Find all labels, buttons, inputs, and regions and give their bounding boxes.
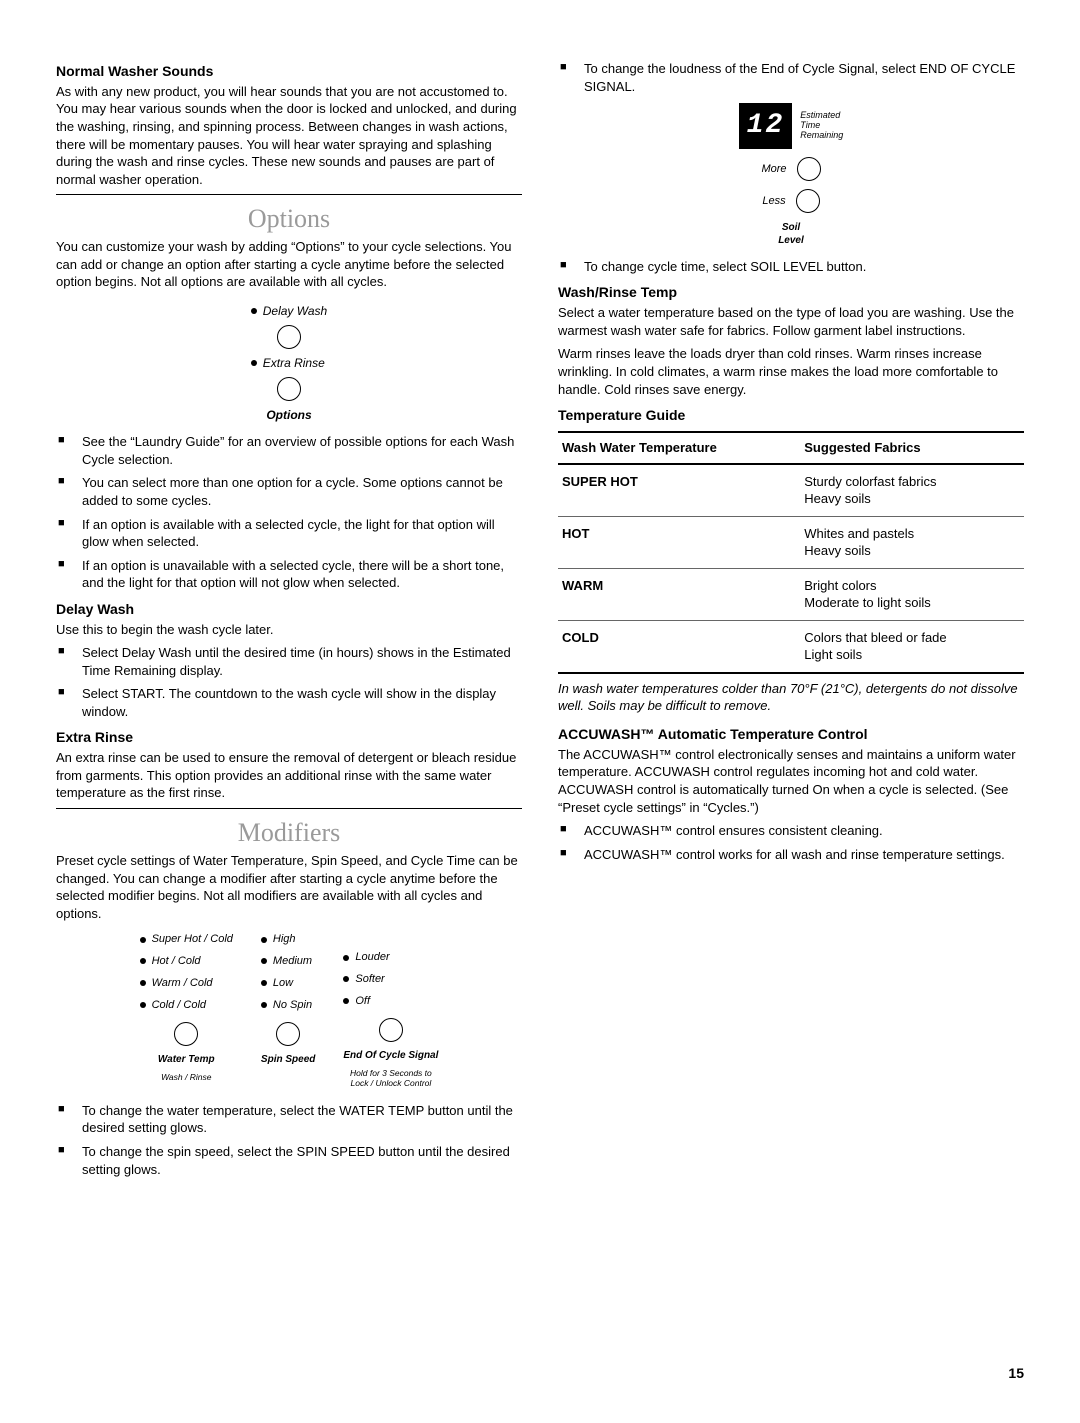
table-row: HOT Whites and pastels Heavy soils (558, 516, 1024, 568)
modifiers-diagram: Super Hot / Cold Hot / Cold Warm / Cold … (56, 932, 522, 1088)
list-item: Select Delay Wash until the desired time… (76, 644, 522, 679)
table-header: Suggested Fabrics (800, 432, 1024, 464)
page-number: 15 (56, 1364, 1024, 1383)
list-item: Select START. The countdown to the wash … (76, 685, 522, 720)
table-row: COLD Colors that bleed or fade Light soi… (558, 620, 1024, 673)
more-button-icon (797, 157, 821, 181)
water-temp-button-icon (174, 1022, 198, 1046)
accuwash-bullets: ACCUWASH™ control ensures consistent cle… (558, 822, 1024, 863)
temp-guide-heading: Temperature Guide (558, 406, 1024, 425)
list-item: You can select more than one option for … (76, 474, 522, 509)
option-row: Extra Rinse (251, 355, 325, 371)
end-of-cycle-column: Louder Softer Off End Of Cycle Signal Ho… (343, 950, 438, 1088)
spin-speed-button-icon (276, 1022, 300, 1046)
right-column: To change the loudness of the End of Cyc… (558, 54, 1024, 1184)
delay-wash-list: Select Delay Wash until the desired time… (56, 644, 522, 720)
list-item: If an option is available with a selecte… (76, 516, 522, 551)
temperature-table: Wash Water Temperature Suggested Fabrics… (558, 431, 1024, 674)
modifiers-bullet-list: To change the water temperature, select … (56, 1102, 522, 1178)
water-temp-column: Super Hot / Cold Hot / Cold Warm / Cold … (140, 932, 233, 1088)
extra-rinse-button-icon (277, 377, 301, 401)
wash-rinse-p1: Select a water temperature based on the … (558, 304, 1024, 339)
list-item: To change the loudness of the End of Cyc… (578, 60, 1024, 95)
list-item: To change the spin speed, select the SPI… (76, 1143, 522, 1178)
list-item: ACCUWASH™ control works for all wash and… (578, 846, 1024, 864)
normal-sounds-body: As with any new product, you will hear s… (56, 83, 522, 188)
less-button-icon (796, 189, 820, 213)
normal-sounds-heading: Normal Washer Sounds (56, 62, 522, 81)
accuwash-body: The ACCUWASH™ control electronically sen… (558, 746, 1024, 816)
eoc-signal-button-icon (379, 1018, 403, 1042)
divider (56, 194, 522, 195)
list-item: To change the water temperature, select … (76, 1102, 522, 1137)
wash-rinse-heading: Wash/Rinse Temp (558, 283, 1024, 302)
table-row: SUPER HOT Sturdy colorfast fabrics Heavy… (558, 464, 1024, 517)
list-item: ACCUWASH™ control ensures consistent cle… (578, 822, 1024, 840)
extra-rinse-heading: Extra Rinse (56, 728, 522, 747)
mid-bullets: To change cycle time, select SOIL LEVEL … (558, 258, 1024, 276)
soil-level-diagram: 12 Estimated Time Remaining More Less So… (558, 103, 1024, 248)
delay-wash-body: Use this to begin the wash cycle later. (56, 621, 522, 639)
list-item: See the “Laundry Guide” for an overview … (76, 433, 522, 468)
option-row: Delay Wash (251, 303, 327, 319)
left-column: Normal Washer Sounds As with any new pro… (56, 54, 522, 1184)
list-item: To change cycle time, select SOIL LEVEL … (578, 258, 1024, 276)
options-bullet-list: See the “Laundry Guide” for an overview … (56, 433, 522, 591)
delay-wash-button-icon (277, 325, 301, 349)
options-title: Options (56, 201, 522, 236)
options-caption: Options (266, 407, 311, 423)
eoc-sub: Hold for 3 Seconds to Lock / Unlock Cont… (350, 1069, 432, 1088)
options-intro: You can customize your wash by adding “O… (56, 238, 522, 291)
time-display: 12 (739, 103, 793, 149)
options-diagram: Delay Wash Extra Rinse Options (56, 301, 522, 423)
accuwash-heading: ACCUWASH™ Automatic Temperature Control (558, 725, 1024, 744)
extra-rinse-body: An extra rinse can be used to ensure the… (56, 749, 522, 802)
table-row: Warm Bright colors Moderate to light soi… (558, 568, 1024, 620)
modifiers-title: Modifiers (56, 815, 522, 850)
modifiers-intro: Preset cycle settings of Water Temperatu… (56, 852, 522, 922)
list-item: If an option is unavailable with a selec… (76, 557, 522, 592)
spin-speed-column: High Medium Low No Spin Spin Speed (261, 932, 315, 1088)
delay-wash-heading: Delay Wash (56, 600, 522, 619)
top-bullets: To change the loudness of the End of Cyc… (558, 60, 1024, 95)
soil-level-caption: Soil Level (778, 221, 804, 248)
divider (56, 808, 522, 809)
wash-rinse-p2: Warm rinses leave the loads dryer than c… (558, 345, 1024, 398)
temp-guide-note: In wash water temperatures colder than 7… (558, 680, 1024, 715)
table-header: Wash Water Temperature (558, 432, 800, 464)
display-label: Estimated Time Remaining (800, 111, 843, 141)
